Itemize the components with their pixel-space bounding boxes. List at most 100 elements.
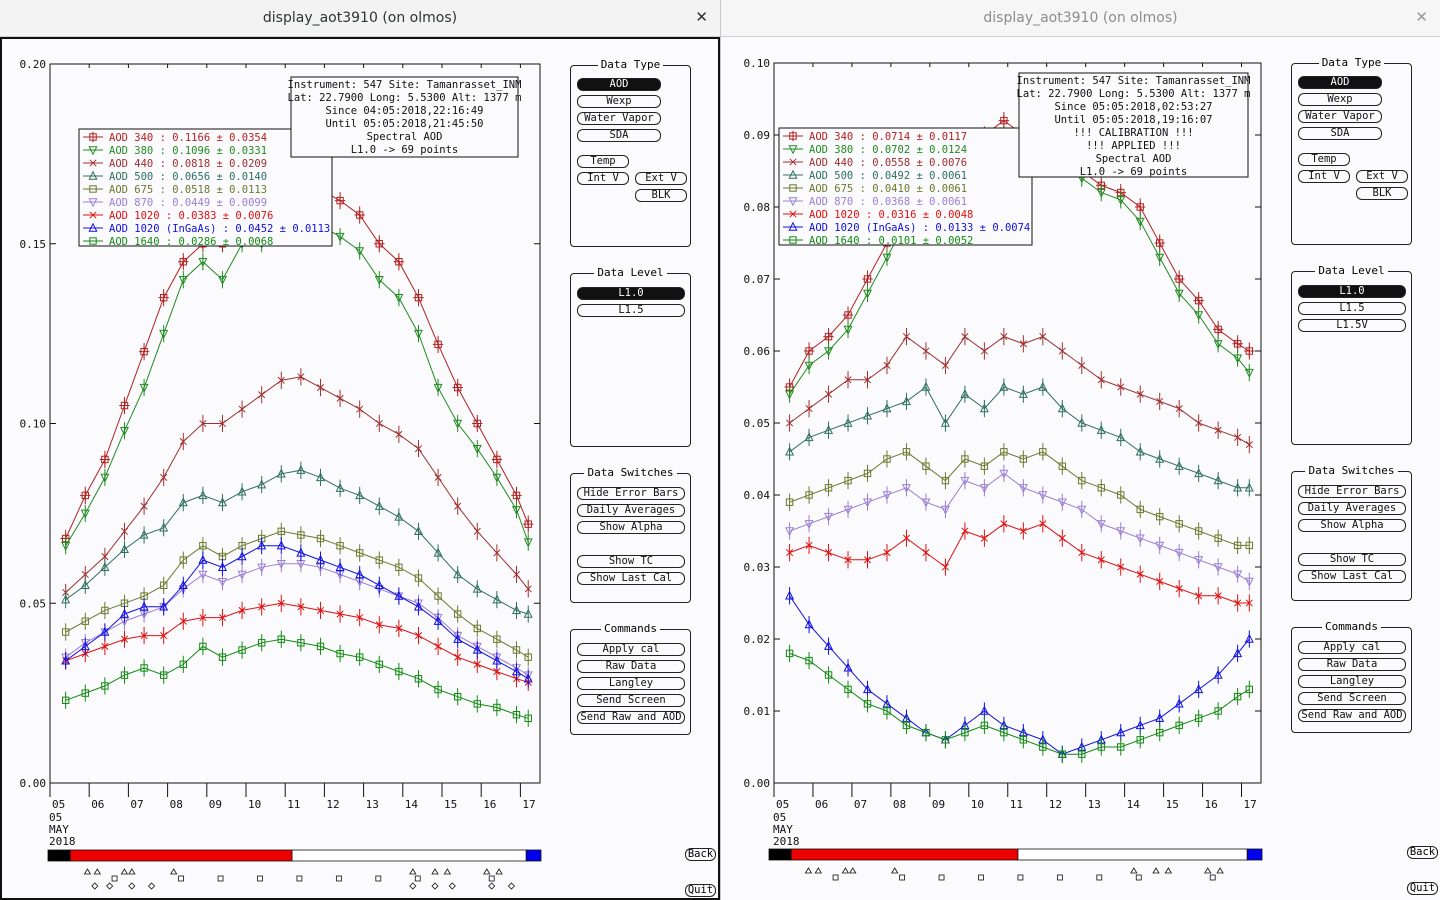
data-point bbox=[883, 455, 891, 463]
info-box bbox=[1018, 72, 1249, 178]
titlebar[interactable]: display_aot3910 (on olmos) ✕ bbox=[721, 0, 1440, 37]
btn-wexp[interactable]: Wexp bbox=[577, 95, 661, 108]
close-icon[interactable]: ✕ bbox=[695, 8, 708, 26]
btn-send-screen[interactable]: Send Screen bbox=[1298, 692, 1406, 705]
square-marker-icon bbox=[414, 875, 421, 882]
square-marker-icon bbox=[178, 875, 185, 882]
btn-int-v[interactable]: Int V bbox=[1298, 170, 1350, 183]
data-point bbox=[492, 655, 502, 665]
data-point-cross bbox=[1244, 345, 1255, 357]
btn-raw-data[interactable]: Raw Data bbox=[1298, 658, 1406, 671]
data-point bbox=[1213, 563, 1223, 573]
btn-temp[interactable]: Temp bbox=[1298, 153, 1350, 166]
btn-show-tc[interactable]: Show TC bbox=[577, 555, 685, 568]
data-point-cross bbox=[523, 518, 534, 530]
square-marker-icon bbox=[375, 875, 382, 882]
btn-blk[interactable]: BLK bbox=[635, 189, 687, 202]
series-aod-1020-ingaas- bbox=[61, 537, 533, 688]
data-point bbox=[1096, 520, 1106, 530]
data-point bbox=[81, 689, 89, 697]
btn-apply-cal[interactable]: Apply cal bbox=[577, 643, 685, 656]
data-point bbox=[140, 664, 148, 672]
btn-show-alpha[interactable]: Show Alpha bbox=[577, 521, 685, 534]
btn-hide-error-bars[interactable]: Hide Error Bars bbox=[1298, 485, 1406, 498]
data-point bbox=[921, 381, 931, 391]
btn-send-raw-and-aod[interactable]: Send Raw and AOD bbox=[1298, 709, 1406, 722]
data-point bbox=[863, 700, 872, 708]
btn-int-v[interactable]: Int V bbox=[577, 172, 629, 185]
btn-water-vapor[interactable]: Water Vapor bbox=[577, 112, 661, 125]
btn-aod[interactable]: AOD bbox=[577, 78, 661, 91]
btn-l10[interactable]: L1.0 bbox=[1298, 285, 1406, 298]
data-point bbox=[492, 594, 502, 604]
legend-marker bbox=[88, 170, 98, 180]
btn-temp[interactable]: Temp bbox=[577, 155, 629, 168]
data-point bbox=[257, 563, 267, 573]
btn-ext-v[interactable]: Ext V bbox=[1356, 170, 1408, 183]
info-line: Spectral AOD bbox=[1096, 153, 1172, 165]
btn-show-tc[interactable]: Show TC bbox=[1298, 553, 1406, 566]
data-point bbox=[473, 527, 481, 535]
data-point bbox=[941, 736, 950, 744]
btn-show-alpha[interactable]: Show Alpha bbox=[1298, 519, 1406, 532]
panel-data-type: Data Type AOD Wexp Water Vapor SDA Temp … bbox=[570, 58, 691, 247]
btn-blk[interactable]: BLK bbox=[1356, 187, 1408, 200]
btn-ext-v[interactable]: Ext V bbox=[635, 172, 687, 185]
quit-button[interactable]: Quit bbox=[685, 884, 716, 897]
triangle-marker-icon bbox=[409, 868, 417, 875]
data-point bbox=[453, 633, 463, 643]
btn-wexp[interactable]: Wexp bbox=[1298, 93, 1382, 106]
data-point bbox=[119, 426, 129, 437]
back-button[interactable]: Back bbox=[1407, 846, 1438, 859]
back-button[interactable]: Back bbox=[685, 848, 716, 861]
btn-l10[interactable]: L1.0 bbox=[577, 287, 685, 300]
btn-l15[interactable]: L1.5 bbox=[577, 304, 685, 317]
data-point bbox=[1156, 577, 1164, 585]
data-point bbox=[316, 642, 325, 651]
btn-apply-cal[interactable]: Apply cal bbox=[1298, 641, 1406, 654]
data-point bbox=[296, 464, 306, 474]
x-tick-label: 07 bbox=[130, 798, 143, 811]
y-tick-label: 0.05 bbox=[20, 597, 47, 610]
data-point bbox=[980, 462, 989, 470]
btn-langley[interactable]: Langley bbox=[577, 677, 685, 690]
btn-show-last-cal[interactable]: Show Last Cal bbox=[1298, 570, 1406, 583]
titlebar[interactable]: display_aot3910 (on olmos) ✕ bbox=[0, 0, 720, 37]
data-point bbox=[336, 394, 344, 402]
btn-langley[interactable]: Langley bbox=[1298, 675, 1406, 688]
btn-daily-averages[interactable]: Daily Averages bbox=[577, 504, 685, 517]
data-point bbox=[785, 590, 795, 600]
data-point bbox=[1175, 585, 1183, 593]
data-point bbox=[61, 628, 70, 636]
btn-show-last-cal[interactable]: Show Last Cal bbox=[577, 572, 685, 585]
btn-send-screen[interactable]: Send Screen bbox=[577, 694, 685, 707]
data-point bbox=[1245, 685, 1254, 694]
aod-plot: 0.00 0.05 0.10 0.15 0.20 05 06 07 08 09 10 11 12 13 14… bbox=[20, 58, 542, 890]
data-point-cross bbox=[393, 256, 405, 267]
quit-button[interactable]: Quit bbox=[1407, 882, 1438, 895]
data-point bbox=[844, 556, 852, 564]
btn-send-raw-and-aod[interactable]: Send Raw and AOD bbox=[577, 711, 685, 724]
btn-water-vapor[interactable]: Water Vapor bbox=[1298, 110, 1382, 123]
btn-hide-error-bars[interactable]: Hide Error Bars bbox=[577, 487, 685, 500]
data-point bbox=[394, 293, 404, 303]
data-point bbox=[1096, 424, 1106, 434]
data-point bbox=[999, 381, 1009, 391]
btn-l15[interactable]: L1.5 bbox=[1298, 302, 1406, 315]
info-line: Since 04:05:2018,22:16:49 bbox=[325, 105, 483, 117]
square-marker-icon bbox=[978, 874, 984, 881]
data-point bbox=[139, 383, 149, 393]
btn-l15v[interactable]: L1.5V bbox=[1298, 319, 1406, 332]
btn-aod[interactable]: AOD bbox=[1298, 76, 1382, 89]
data-point bbox=[1117, 563, 1125, 571]
btn-sda[interactable]: SDA bbox=[1298, 127, 1382, 140]
x-tick-label: 10 bbox=[248, 798, 261, 811]
data-point bbox=[316, 534, 325, 543]
btn-sda[interactable]: SDA bbox=[577, 129, 661, 142]
btn-daily-averages[interactable]: Daily Averages bbox=[1298, 502, 1406, 515]
data-point bbox=[257, 540, 267, 550]
data-point-cross bbox=[472, 418, 483, 429]
btn-raw-data[interactable]: Raw Data bbox=[577, 660, 685, 673]
y-tick-label: 0.06 bbox=[744, 345, 771, 358]
close-icon[interactable]: ✕ bbox=[1415, 8, 1428, 26]
